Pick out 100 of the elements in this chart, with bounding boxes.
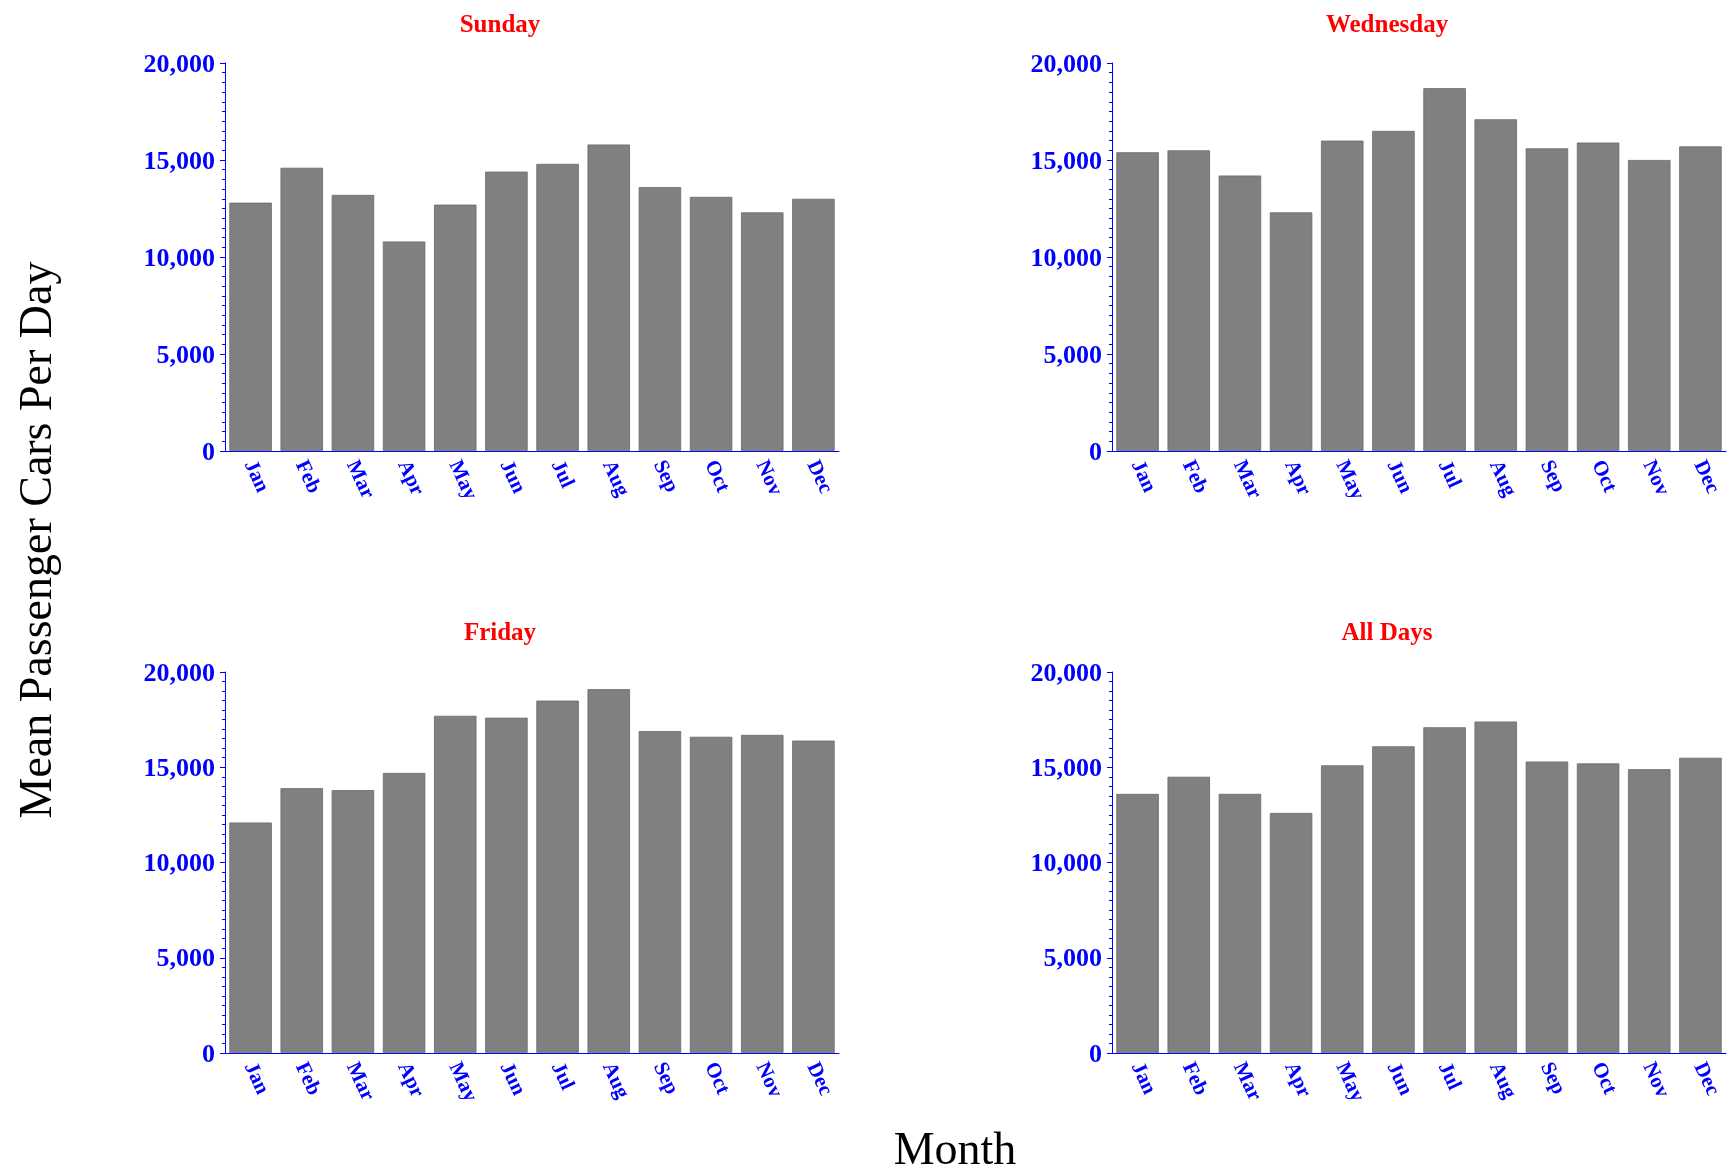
bar — [536, 163, 579, 451]
x-tick-label: Jul — [1433, 1057, 1468, 1094]
bar — [1167, 150, 1210, 451]
y-tick-label: 20,000 — [1030, 657, 1102, 687]
x-tick-label: Apr — [1280, 1057, 1318, 1101]
x-tick-label: Jun — [495, 1057, 532, 1100]
x-tick-label: Jun — [1382, 1057, 1419, 1100]
bar — [689, 196, 733, 451]
x-tick-label: Jan — [1126, 1057, 1163, 1098]
chart-title: Sunday — [459, 10, 541, 37]
bar — [1474, 721, 1517, 1053]
bar — [1116, 793, 1159, 1053]
x-tick-label: Aug — [597, 1057, 636, 1103]
y-tick-label: 0 — [202, 436, 215, 466]
bar — [229, 822, 272, 1053]
x-tick-label: Jul — [546, 1057, 581, 1094]
x-tick-label: Jan — [1126, 455, 1163, 496]
bar — [331, 194, 375, 451]
bar — [434, 204, 477, 451]
x-tick-label: Jul — [1433, 455, 1468, 492]
bar — [792, 740, 835, 1053]
x-tick-label: Nov — [1638, 1057, 1676, 1102]
bar — [1372, 130, 1415, 451]
x-tick-label: Aug — [1484, 455, 1523, 501]
bar — [587, 144, 630, 451]
bar — [382, 772, 426, 1053]
bar — [1679, 146, 1722, 451]
y-tick-label: 0 — [1089, 1038, 1102, 1068]
x-tick-label: Jul — [546, 455, 581, 492]
x-tick-label: Jun — [1382, 455, 1419, 498]
bar — [382, 241, 426, 451]
bar — [1372, 746, 1415, 1053]
x-tick-label: Mar — [342, 455, 381, 502]
bar — [1167, 776, 1210, 1053]
bar — [741, 212, 784, 451]
chart-title: All Days — [1341, 618, 1433, 645]
bar — [485, 171, 528, 451]
x-tick-label: Aug — [1484, 1057, 1523, 1103]
x-tick-label: Sep — [1536, 1057, 1572, 1098]
y-tick-label: 15,000 — [1030, 145, 1102, 175]
x-tick-label: May — [444, 455, 484, 504]
x-tick-label: Dec — [1689, 1057, 1726, 1099]
x-tick-label: Feb — [290, 455, 327, 497]
bar — [638, 187, 682, 451]
bar — [229, 202, 272, 451]
x-tick-label: Nov — [751, 455, 789, 500]
y-tick-label: 10,000 — [1030, 242, 1102, 272]
x-tick-label: May — [1331, 1057, 1371, 1106]
x-tick-label: Apr — [1280, 455, 1318, 499]
x-tick-label: Mar — [1229, 455, 1268, 502]
x-tick-label: Jun — [495, 455, 532, 498]
bar — [1679, 757, 1722, 1053]
bar — [280, 167, 323, 451]
bar — [1576, 763, 1620, 1053]
y-tick-label: 0 — [202, 1038, 215, 1068]
x-tick-label: Jan — [239, 455, 276, 496]
bar — [1321, 140, 1364, 451]
y-tick-label: 15,000 — [143, 145, 215, 175]
x-axis-title: Month — [893, 1121, 1017, 1172]
y-tick-label: 15,000 — [1030, 752, 1102, 782]
bar — [1423, 88, 1466, 451]
bar — [1218, 793, 1262, 1053]
y-tick-label: 5,000 — [1043, 943, 1102, 973]
y-tick-label: 5,000 — [156, 339, 215, 369]
bar — [1269, 212, 1313, 451]
x-tick-label: Dec — [1689, 455, 1726, 497]
y-tick-label: 20,000 — [1030, 48, 1102, 78]
bar — [1525, 148, 1569, 451]
x-tick-label: Sep — [649, 1057, 685, 1098]
bar — [1525, 761, 1569, 1053]
bar — [1474, 119, 1517, 451]
y-tick-label: 20,000 — [143, 48, 215, 78]
x-tick-label: Apr — [393, 1057, 431, 1101]
x-tick-label: Oct — [700, 455, 736, 496]
bar — [1269, 812, 1313, 1053]
bar — [1423, 727, 1466, 1053]
x-tick-label: Oct — [1587, 455, 1623, 496]
x-tick-label: Aug — [597, 455, 636, 501]
y-tick-label: 10,000 — [1030, 848, 1102, 877]
bar — [1321, 765, 1364, 1053]
bar — [587, 689, 630, 1053]
y-tick-label: 10,000 — [143, 848, 215, 877]
bar — [1628, 160, 1671, 451]
bar — [1628, 769, 1671, 1053]
chart-title: Friday — [463, 618, 537, 645]
x-tick-label: Feb — [1177, 1057, 1214, 1099]
bar — [1576, 142, 1620, 451]
x-tick-label: May — [444, 1057, 484, 1106]
x-tick-label: Mar — [342, 1057, 381, 1104]
y-tick-label: 0 — [1089, 436, 1102, 466]
x-tick-label: Nov — [751, 1057, 789, 1102]
bar — [689, 736, 733, 1053]
y-tick-label: 20,000 — [143, 657, 215, 687]
y-tick-label: 5,000 — [1043, 339, 1102, 369]
bar — [434, 715, 477, 1053]
bar — [741, 734, 784, 1053]
x-tick-label: Feb — [1177, 455, 1214, 497]
y-tick-label: 15,000 — [143, 752, 215, 782]
bar — [280, 788, 323, 1053]
x-tick-label: Dec — [802, 1057, 839, 1099]
